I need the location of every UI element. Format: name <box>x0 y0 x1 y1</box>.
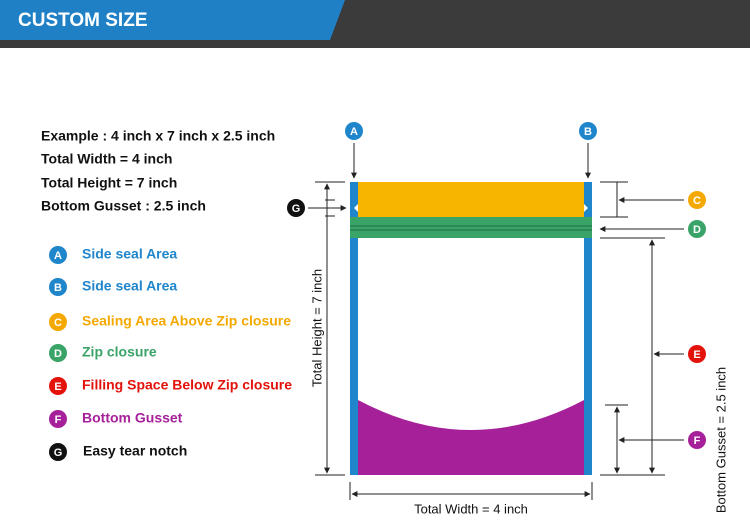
letter-badge-text: G <box>54 447 63 459</box>
letter-badge-text: F <box>694 435 701 447</box>
letter-badge-text: G <box>292 203 301 215</box>
letter-badge <box>49 313 67 331</box>
letter-badge <box>688 431 706 449</box>
legend: A Side seal Area B Side seal Area C Sealing A… <box>49 246 292 461</box>
letter-badge <box>688 191 706 209</box>
example-line: Total Height = 7 inch <box>41 175 177 191</box>
letter-badge-text: A <box>350 126 358 138</box>
side-seal-right <box>584 182 592 475</box>
letter-badge-text: F <box>55 414 62 426</box>
legend-label: Easy tear notch <box>83 443 187 459</box>
letter-badge-text: C <box>693 195 701 207</box>
example-line: Bottom Gusset : 2.5 inch <box>41 198 206 214</box>
example-line: Example : 4 inch x 7 inch x 2.5 inch <box>41 128 275 144</box>
letter-badge-text: A <box>54 250 62 262</box>
letter-badge-text: E <box>693 349 700 361</box>
letter-badge <box>49 344 67 362</box>
letter-badge <box>688 220 706 238</box>
letter-badge-text: B <box>584 126 592 138</box>
pouch <box>350 182 592 475</box>
diagram-markers: A B C D E F G <box>287 122 706 449</box>
legend-label: Sealing Area Above Zip closure <box>82 313 291 329</box>
header-tab <box>0 0 345 40</box>
letter-badge <box>49 410 67 428</box>
width-label: Total Width = 4 inch <box>414 501 528 516</box>
letter-badge <box>287 199 305 217</box>
example-block: Example : 4 inch x 7 inch x 2.5 inch Tota… <box>41 128 275 214</box>
letter-badge <box>49 443 67 461</box>
letter-badge-text: D <box>693 224 701 236</box>
letter-badge <box>345 122 363 140</box>
header-title: CUSTOM SIZE <box>18 10 148 31</box>
letter-badge-text: D <box>54 348 62 360</box>
legend-label: Filling Space Below Zip closure <box>82 377 292 393</box>
letter-badge <box>49 278 67 296</box>
dimensions: Total Height = 7 inch Total Width = 4 in… <box>308 143 728 516</box>
example-line: Total Width = 4 inch <box>41 151 172 167</box>
legend-label: Side seal Area <box>82 246 177 262</box>
legend-label: Zip closure <box>82 344 157 360</box>
letter-badge <box>688 345 706 363</box>
zip-closure <box>350 217 592 238</box>
bottom-gusset <box>358 400 584 475</box>
height-label: Total Height = 7 inch <box>309 269 324 387</box>
legend-label: Side seal Area <box>82 278 177 294</box>
letter-badge-text: C <box>54 317 62 329</box>
letter-badge <box>49 246 67 264</box>
letter-badge <box>579 122 597 140</box>
letter-badge-text: E <box>54 381 61 393</box>
letter-badge <box>49 377 67 395</box>
side-seal-left <box>350 182 358 475</box>
top-seal <box>358 182 584 217</box>
legend-label: Bottom Gusset <box>82 410 183 426</box>
letter-badge-text: B <box>54 282 62 294</box>
gusset-label: Bottom Gusset = 2.5 inch <box>713 367 728 513</box>
